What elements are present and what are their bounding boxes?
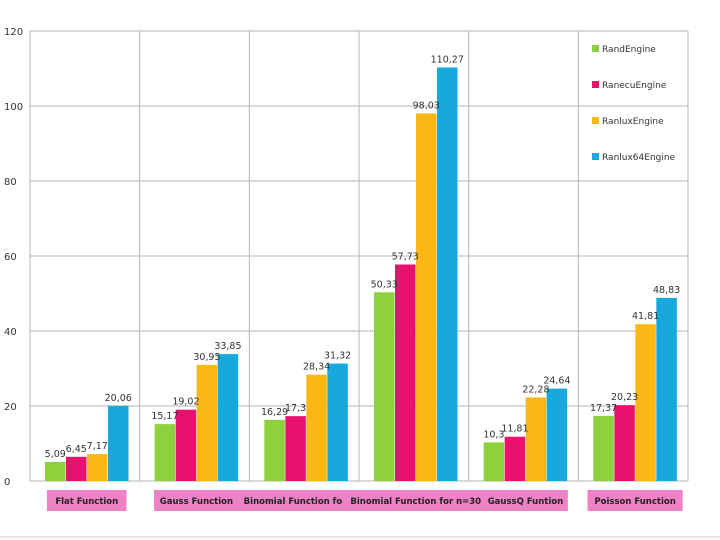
- category-label: GaussQ Funtion: [488, 497, 563, 507]
- bar-ranlux64engine: [327, 363, 348, 481]
- bar-ranecuengine: [66, 456, 87, 481]
- bar-ranluxengine: [416, 113, 437, 481]
- data-label: 15,17: [151, 411, 178, 422]
- bar-randengine: [45, 461, 66, 481]
- category-label: Poisson Function: [594, 497, 675, 507]
- data-label: 17,37: [590, 403, 617, 414]
- bar-ranecuengine: [395, 264, 416, 481]
- y-tick-label: 0: [4, 477, 10, 488]
- bar-ranluxengine: [306, 374, 327, 481]
- legend-label: RanecuEngine: [602, 81, 667, 91]
- category-label-box: [483, 490, 568, 511]
- legend-swatch-ranecuengine: [592, 81, 599, 88]
- y-tick-label: 100: [4, 102, 23, 113]
- bar-ranecuengine: [504, 436, 526, 481]
- y-tick-label: 80: [4, 177, 17, 188]
- category-label-box: [342, 490, 490, 511]
- bar-ranecuengine: [614, 405, 635, 481]
- legend-label: RandEngine: [602, 45, 656, 55]
- data-label: 16,29: [261, 407, 288, 418]
- y-tick-label: 40: [4, 327, 17, 338]
- data-label: 50,33: [371, 279, 398, 290]
- bar-ranluxengine: [196, 364, 218, 481]
- category-label-box: [154, 490, 239, 511]
- data-label: 7,17: [87, 441, 108, 452]
- data-label: 110,27: [431, 54, 464, 65]
- data-label: 17,3: [285, 403, 306, 414]
- data-label: 41,81: [632, 311, 659, 322]
- bar-ranlux64engine: [108, 405, 129, 481]
- y-tick-label: 120: [4, 27, 23, 38]
- gridlines: [0, 30, 720, 538]
- legend-label: Ranlux64Engine: [602, 153, 676, 163]
- category-label-box: [587, 490, 683, 511]
- y-axis-tick-labels: 0 20 40 60 80 100 120: [4, 27, 23, 488]
- data-label: 20,06: [105, 393, 132, 404]
- data-label: 5,09: [45, 449, 66, 460]
- bar-randengine: [264, 419, 285, 481]
- y-tick-label: 60: [4, 252, 17, 263]
- bar-ranlux64engine: [656, 297, 677, 481]
- bar-ranlux64engine: [217, 354, 239, 481]
- bar-randengine: [154, 424, 176, 481]
- bars: [45, 67, 677, 482]
- legend-swatch-ranluxengine: [592, 117, 599, 124]
- data-label: 48,83: [653, 285, 680, 296]
- category-label-box: [46, 490, 127, 511]
- category-label: Binomial Function for n=30: [350, 497, 481, 507]
- category-label-box: [235, 490, 378, 511]
- bar-ranecuengine: [175, 409, 197, 481]
- bar-ranluxengine: [635, 324, 656, 481]
- category-labels: Flat Function Gauss Function Binomial Func…: [46, 490, 683, 511]
- data-label: 6,45: [66, 444, 87, 455]
- bar-randengine: [593, 415, 614, 481]
- data-label: 33,85: [214, 341, 241, 352]
- bar-randengine: [483, 442, 505, 481]
- data-label: 22,28: [522, 384, 549, 395]
- y-tick-label: 20: [4, 402, 17, 413]
- bar-ranecuengine: [285, 416, 306, 481]
- bar-ranluxengine: [525, 397, 547, 481]
- legend: RandEngine RanecuEngine RanluxEngine Ranlux…: [592, 45, 676, 163]
- data-label: 30,95: [193, 352, 220, 363]
- data-label: 20,23: [611, 392, 638, 403]
- data-label: 19,02: [172, 397, 199, 408]
- data-label: 98,03: [413, 100, 440, 111]
- data-label: 10,3: [483, 429, 504, 440]
- bar-ranluxengine: [87, 454, 108, 481]
- legend-label: RanluxEngine: [602, 117, 664, 127]
- data-label: 11,81: [501, 424, 528, 435]
- data-label: 24,64: [543, 376, 570, 387]
- data-label: 28,34: [303, 362, 330, 373]
- data-label: 31,32: [324, 351, 351, 362]
- bar-randengine: [374, 292, 395, 481]
- legend-swatch-randengine: [592, 45, 599, 52]
- category-label: Flat Function: [55, 497, 118, 507]
- data-label: 57,73: [392, 252, 419, 263]
- category-label: Gauss Function: [160, 497, 233, 507]
- bar-ranlux64engine: [546, 388, 568, 481]
- category-label: Binomial Function for n=5: [244, 497, 369, 507]
- legend-swatch-ranlux64engine: [592, 153, 599, 160]
- bar-ranlux64engine: [437, 67, 458, 482]
